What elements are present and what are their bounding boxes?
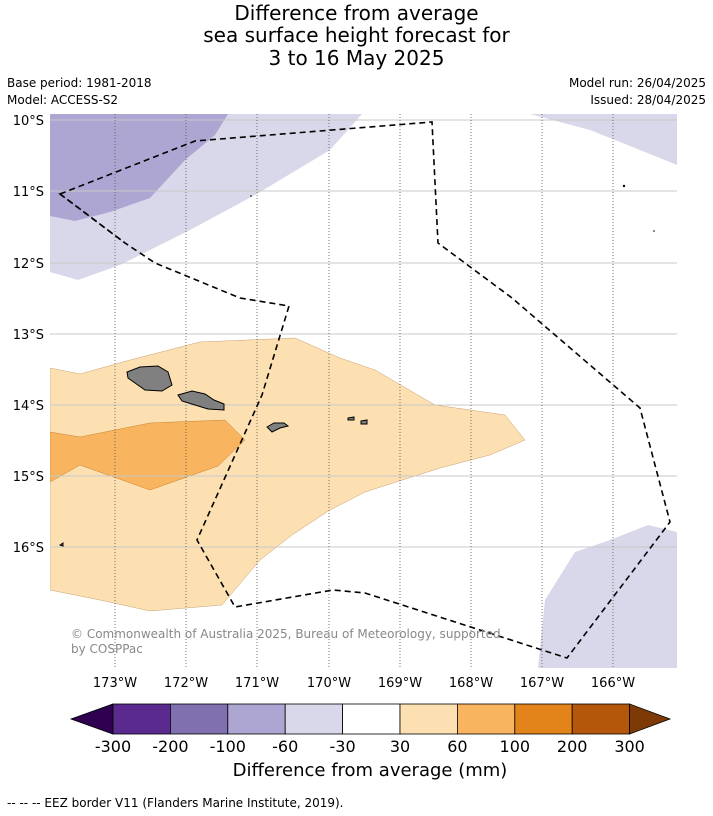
colorbar-tick-3: -100 [210,737,246,756]
colorbar-tick-4: -60 [272,737,298,756]
colorbar-tick-9: 200 [557,737,588,756]
small-island-n [250,195,252,197]
colorbar-tick-7: 60 [447,737,467,756]
upolu-island [177,390,225,411]
colorbar-bin-6 [399,703,458,735]
lon-label-172w: 172°W [164,676,208,691]
colorbar-over-arrow [629,703,672,735]
copyright-line-1: © Commonwealth of Australia 2025, Bureau… [71,627,501,641]
title-line-3: 3 to 16 May 2025 [268,46,445,70]
lon-label-173w: 173°W [93,676,137,691]
lon-label-171w: 171°W [235,676,279,691]
title-line-1: Difference from average [234,1,479,25]
manua-island-2 [360,419,368,425]
small-island-ne [622,184,626,188]
lat-gridlines [50,119,677,548]
lat-label-14s: 14°S [13,399,44,414]
colorbar-under-arrow [69,703,114,735]
colorbar-tick-6: 30 [390,737,410,756]
lat-label-16s: 16°S [13,541,44,556]
colorbar-bin-1 [112,703,171,735]
neg-anomaly-region-nw-strong [50,114,228,221]
neg-anomaly-region-se [538,525,677,668]
colorbar-bin-4 [284,703,344,735]
colorbar-tick-10: 300 [614,737,645,756]
lon-label-170w: 170°W [307,676,351,691]
lat-label-11s: 11°S [13,185,44,200]
colorbar-tick-2: -200 [152,737,188,756]
lat-label-12s: 12°S [13,257,44,272]
small-island-west [58,542,64,547]
colorbar-tick-1: -300 [95,737,131,756]
lat-labels: 10°S 11°S 12°S 13°S 14°S 15°S 16°S [13,114,44,556]
neg-anomaly-region-ne [530,114,677,165]
lon-gridlines [114,114,614,668]
lon-labels: 173°W 172°W 171°W 170°W 169°W 168°W 167°… [93,676,635,691]
eez-border-west [59,193,126,244]
lat-label-15s: 15°S [13,470,44,485]
lat-label-13s: 13°S [13,328,44,343]
colorbar-tick-8: 100 [500,737,531,756]
colorbar-bin-9 [571,703,631,735]
manua-island-1 [347,416,355,421]
model-name: Model: ACCESS-S2 [7,93,119,107]
lon-label-169w: 169°W [378,676,422,691]
base-period: Base period: 1981-2018 [7,76,152,90]
copyright-line-2: by COSPPac [71,642,143,656]
colorbar-title: Difference from average (mm) [232,760,508,781]
colorbar: -300 -200 -100 -60 -30 30 60 100 200 300 [69,703,672,756]
lon-label-167w: 167°W [520,676,564,691]
colorbar-bin-8 [514,703,573,735]
colorbar-bin-5 [342,703,401,735]
map-figure: © Commonwealth of Australia 2025, Bureau… [13,114,677,756]
eez-footnote: -- -- -- EEZ border V11 (Flanders Marine… [7,796,344,810]
title-line-2: sea surface height forecast for [203,23,510,47]
pos-anomaly-region [50,337,526,612]
lon-label-168w: 168°W [449,676,493,691]
tutuila-island [266,422,290,433]
colorbar-bin-7 [456,703,516,735]
savaii-island [126,365,173,392]
small-island-ne-2 [653,230,655,232]
eez-border-samoa [58,121,671,659]
lon-label-166w: 166°W [591,676,635,691]
map-plot-area [50,114,677,668]
model-run: Model run: 26/04/2025 [568,76,706,90]
colorbar-bin-2 [169,703,229,735]
issued-date: Issued: 28/04/2025 [590,93,706,107]
colorbar-bin-3 [227,703,286,735]
lat-label-10s: 10°S [13,114,44,129]
colorbar-tick-5: -30 [330,737,356,756]
